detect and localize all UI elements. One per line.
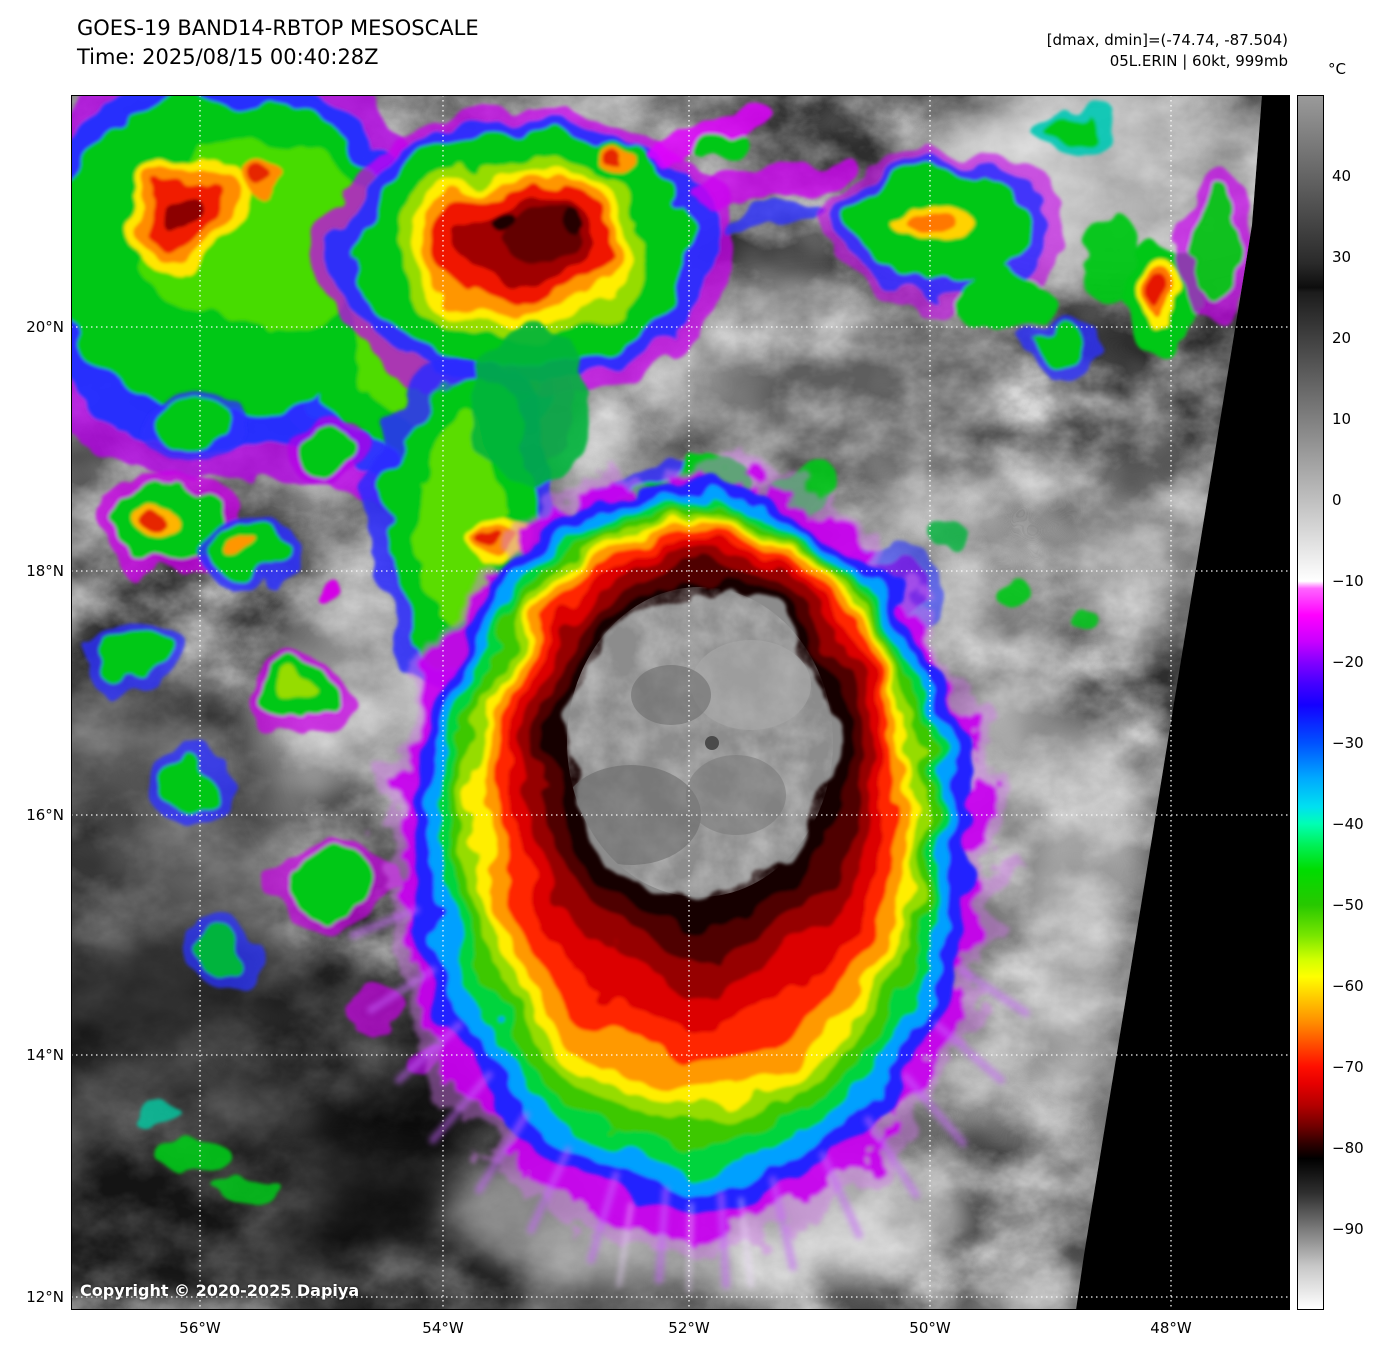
colorbar-tick-10: 10: [1332, 410, 1352, 428]
colorbar-tick-m10: −10: [1332, 572, 1364, 590]
lat-label-20n: 20°N: [26, 318, 64, 336]
colorbar-tick-m50: −50: [1332, 896, 1364, 914]
colorbar-tick-m90: −90: [1332, 1220, 1364, 1238]
colorbar-tick-m60: −60: [1332, 977, 1364, 995]
lon-label-56w: 56°W: [179, 1319, 221, 1337]
lon-label-48w: 48°W: [1150, 1319, 1192, 1337]
colorbar-unit: °C: [1328, 60, 1346, 78]
colorbar-tick-40: 40: [1332, 167, 1352, 185]
colorbar-tick-m70: −70: [1332, 1058, 1364, 1076]
lat-label-18n: 18°N: [26, 562, 64, 580]
copyright-watermark: Copyright © 2020-2025 Dapiya: [80, 1281, 360, 1300]
colorbar-gradient: [1297, 95, 1324, 1310]
figure-title: GOES-19 BAND14-RBTOP MESOSCALE: [77, 16, 479, 40]
grid-lines: [71, 95, 1290, 1310]
lon-label-50w: 50°W: [909, 1319, 951, 1337]
eye: [705, 736, 719, 750]
colorbar-tick-m40: −40: [1332, 815, 1364, 833]
satellite-map: Copyright © 2020-2025 Dapiya: [71, 95, 1290, 1310]
title-block: GOES-19 BAND14-RBTOP MESOSCALE Time: 202…: [77, 14, 479, 72]
colorbar-tick-m30: −30: [1332, 734, 1364, 752]
dmax-dmin-readout: [dmax, dmin]=(-74.74, -87.504): [1046, 31, 1288, 49]
colorbar-tick-m80: −80: [1332, 1139, 1364, 1157]
colorbar-tick-m20: −20: [1332, 653, 1364, 671]
lon-label-54w: 54°W: [422, 1319, 464, 1337]
lat-label-14n: 14°N: [26, 1046, 64, 1064]
colorbar-tick-0: 0: [1332, 491, 1342, 509]
convection-topright: [644, 103, 1245, 628]
figure-timestamp: Time: 2025/08/15 00:40:28Z: [77, 45, 379, 69]
lat-label-16n: 16°N: [26, 806, 64, 824]
colorbar-tick-30: 30: [1332, 248, 1352, 266]
outflow-spikes: [349, 906, 1030, 1289]
lon-label-52w: 52°W: [668, 1319, 710, 1337]
header-right: [dmax, dmin]=(-74.74, -87.504) 05L.ERIN …: [1047, 30, 1288, 72]
convection-west: [85, 391, 445, 1198]
hurricane-erin: [349, 461, 1030, 1293]
storm-info: 05L.ERIN | 60kt, 999mb: [1109, 52, 1288, 70]
colorbar-tick-20: 20: [1332, 329, 1352, 347]
convection-topcenter: [318, 105, 728, 401]
plot-frame: [71, 95, 1290, 1310]
satellite-image: [71, 95, 1290, 1310]
lat-label-12n: 12°N: [26, 1288, 64, 1306]
